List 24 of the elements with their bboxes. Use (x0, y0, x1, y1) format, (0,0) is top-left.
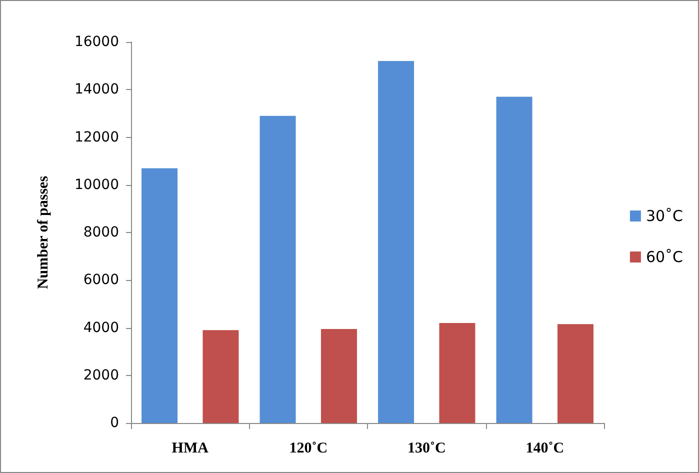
legend-label: 30˚C (646, 207, 683, 225)
bar (320, 328, 357, 423)
y-tick-label: 6000 (83, 272, 119, 288)
y-tick-label: 12000 (74, 129, 119, 146)
x-tick-label: 120˚C (289, 440, 328, 456)
bar (557, 324, 594, 423)
legend-label: 60˚C (646, 248, 683, 266)
bar (496, 96, 532, 423)
x-tick-label: 130˚C (407, 440, 446, 456)
x-tick-label: 140˚C (526, 440, 564, 456)
bar (142, 168, 178, 423)
bar (260, 116, 296, 423)
bar (378, 61, 414, 423)
y-tick-label: 2000 (83, 367, 119, 384)
bar (202, 330, 239, 423)
y-tick-label: 4000 (83, 320, 119, 336)
bar (439, 322, 476, 423)
y-tick-label: 16000 (74, 34, 119, 50)
y-tick-label: 0 (110, 415, 119, 431)
y-tick-label: 14000 (74, 82, 119, 98)
y-axis-title: Number of passes (36, 176, 52, 290)
y-tick-label: 8000 (83, 224, 119, 240)
x-tick-label: HMA (172, 440, 209, 456)
y-tick-label: 10000 (74, 176, 119, 193)
